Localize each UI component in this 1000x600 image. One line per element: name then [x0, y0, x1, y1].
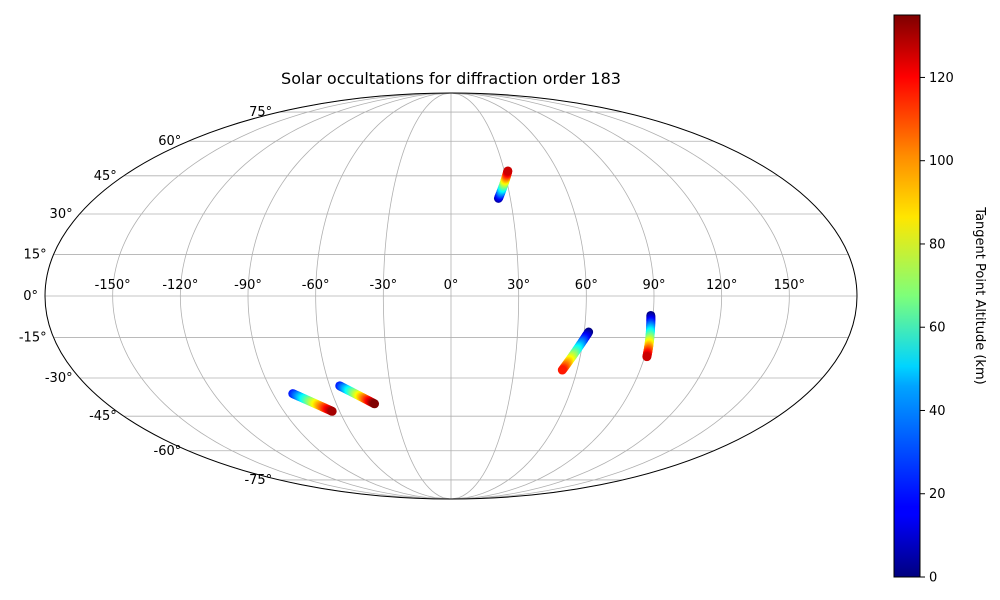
latitude-tick-label: 0°: [23, 289, 38, 304]
colorbar-tick-label: 60: [929, 321, 946, 336]
longitude-tick-label: 120°: [706, 278, 737, 293]
graticule: [45, 93, 857, 499]
colorbar-ticks: 0 20 40 60 80 100 120: [920, 71, 954, 586]
longitude-tick-label: -120°: [162, 278, 198, 293]
longitude-tick-label: -150°: [95, 278, 131, 293]
map-area: -150° -120° -90° -60° -30° 0° 30° 60° 90° 120° 150…: [19, 92, 858, 500]
chart-title: Solar occultations for diffraction order…: [281, 69, 621, 88]
colorbar-tick-label: 80: [929, 237, 946, 252]
latitude-tick-labels: 75° 60° 45° 30° 15° 0° -15° -30° -45° -60° -75°: [19, 105, 272, 488]
colorbar-tick-label: 120: [929, 71, 954, 86]
occultation-point: [327, 406, 337, 416]
latitude-tick-label: 15°: [24, 247, 47, 262]
latitude-tick-label: 30°: [50, 207, 73, 222]
occultation-point: [503, 166, 513, 176]
longitude-tick-label: 30°: [507, 278, 530, 293]
occultation-track: [288, 389, 337, 416]
occultation-track: [335, 381, 380, 409]
longitude-tick-label: 60°: [575, 278, 598, 293]
occultation-point: [557, 365, 567, 375]
longitude-tick-label: 90°: [642, 278, 665, 293]
colorbar-tick-label: 20: [929, 487, 946, 502]
longitude-tick-label: -60°: [302, 278, 330, 293]
longitude-tick-label: 0°: [444, 278, 459, 293]
occultation-track: [642, 310, 656, 362]
occultation-points: [288, 166, 656, 416]
occultation-track: [557, 327, 594, 375]
longitude-tick-label: -90°: [234, 278, 262, 293]
latitude-tick-label: 60°: [158, 134, 181, 149]
latitude-tick-label: -15°: [19, 331, 47, 346]
latitude-tick-label: 75°: [249, 105, 272, 120]
colorbar-label: Tangent Point Altitude (km): [972, 206, 987, 384]
colorbar-tick-label: 0: [929, 571, 937, 586]
map-boundary: [44, 92, 858, 500]
colorbar-tick-label: 40: [929, 404, 946, 419]
occultation-point: [642, 352, 652, 362]
longitude-tick-label: -30°: [369, 278, 397, 293]
occultation-track: [493, 166, 513, 203]
longitude-tick-label: 150°: [774, 278, 805, 293]
colorbar-gradient: [893, 14, 921, 578]
colorbar: 0 20 40 60 80 100 120 Tangent Point Altitude (…: [893, 14, 987, 586]
longitude-tick-labels: -150° -120° -90° -60° -30° 0° 30° 60° 90° 120° 150…: [95, 278, 805, 293]
latitude-tick-label: 45°: [94, 169, 117, 184]
latitude-tick-label: -75°: [244, 473, 272, 488]
occultation-point: [370, 399, 380, 409]
latitude-tick-label: -60°: [154, 444, 182, 459]
colorbar-tick-label: 100: [929, 154, 954, 169]
latitude-tick-label: -45°: [89, 409, 117, 424]
latitude-tick-label: -30°: [45, 371, 73, 386]
